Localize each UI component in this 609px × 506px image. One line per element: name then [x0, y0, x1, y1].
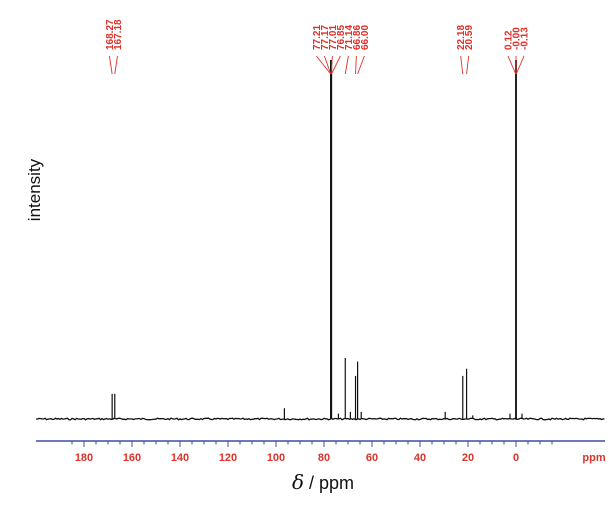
- x-axis-label-symbol: δ: [292, 470, 304, 494]
- x-axis-label-unit: / ppm: [304, 473, 354, 493]
- y-axis-label: intensity: [25, 158, 44, 221]
- peak-label-connector: [344, 55, 349, 75]
- x-tick-label: 140: [171, 452, 189, 464]
- peak-label-connector: [515, 55, 525, 75]
- peak-label-connector: [114, 55, 118, 75]
- peak-label: 22.18: [456, 25, 467, 50]
- peak-label: 20.59: [464, 25, 475, 50]
- x-tick-label: 120: [219, 452, 237, 464]
- peak-label-connector: [460, 55, 464, 75]
- peak-label-connector: [357, 55, 365, 75]
- x-axis: 180 160 140 120 100 80 60 40 20 0 ppm: [36, 440, 606, 464]
- x-tick-label: 60: [366, 452, 378, 464]
- peak-label: -0.13: [520, 27, 531, 50]
- peak-label: 66.86: [352, 25, 363, 50]
- peak-label-connector: [466, 55, 470, 75]
- peak-label: 0.12: [504, 30, 515, 50]
- x-axis-label: δ / ppm: [292, 470, 354, 494]
- x-tick-label: 40: [414, 452, 426, 464]
- peak-label: 77.17: [320, 25, 331, 50]
- peak-label: 167.18: [113, 19, 124, 50]
- x-tick-label: 80: [318, 452, 330, 464]
- peak-label: -0.00: [512, 27, 523, 50]
- peak-label-connector: [331, 55, 341, 75]
- spectrum-layer: [35, 60, 605, 421]
- peak-label-connector: [316, 55, 332, 75]
- x-tick-label: 160: [123, 452, 141, 464]
- spectrum-baseline: [35, 417, 605, 421]
- x-tick-label: 180: [75, 452, 93, 464]
- peak-label: 71.14: [344, 25, 355, 50]
- peak-label: 66.00: [360, 25, 371, 50]
- peak-label: 76.85: [336, 25, 347, 50]
- peak-label-connector: [507, 55, 517, 75]
- x-tick-label: 20: [462, 452, 474, 464]
- peak-label: 168.27: [105, 19, 116, 50]
- x-tick-unit-label: ppm: [582, 452, 605, 464]
- peak-label-connector: [330, 55, 333, 75]
- peak-label: 77.01: [328, 25, 339, 50]
- peak-label-group: 0.12-0.00-0.13: [504, 27, 531, 75]
- peak-label-connector: [355, 55, 357, 75]
- x-tick-label: 100: [267, 452, 285, 464]
- x-tick-label: 0: [513, 452, 519, 464]
- peak-label: 77.21: [312, 25, 323, 50]
- peak-label-connector: [109, 55, 113, 75]
- peak-label-connector: [323, 55, 332, 75]
